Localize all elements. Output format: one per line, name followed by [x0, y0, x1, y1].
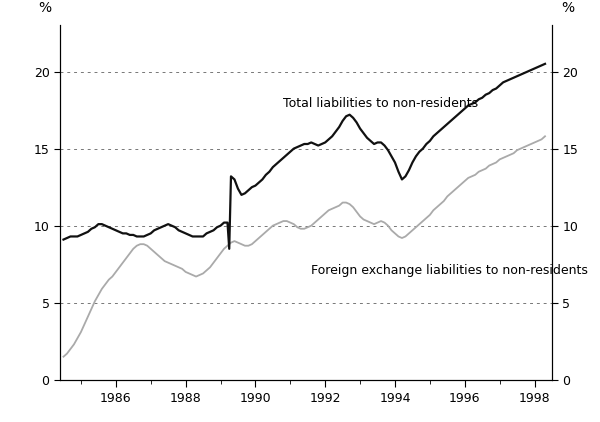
- Text: Foreign exchange liabilities to non-residents: Foreign exchange liabilities to non-resi…: [311, 264, 588, 277]
- Text: %: %: [38, 1, 51, 15]
- Text: Total liabilities to non-residents: Total liabilities to non-residents: [283, 97, 478, 110]
- Text: %: %: [561, 1, 574, 15]
